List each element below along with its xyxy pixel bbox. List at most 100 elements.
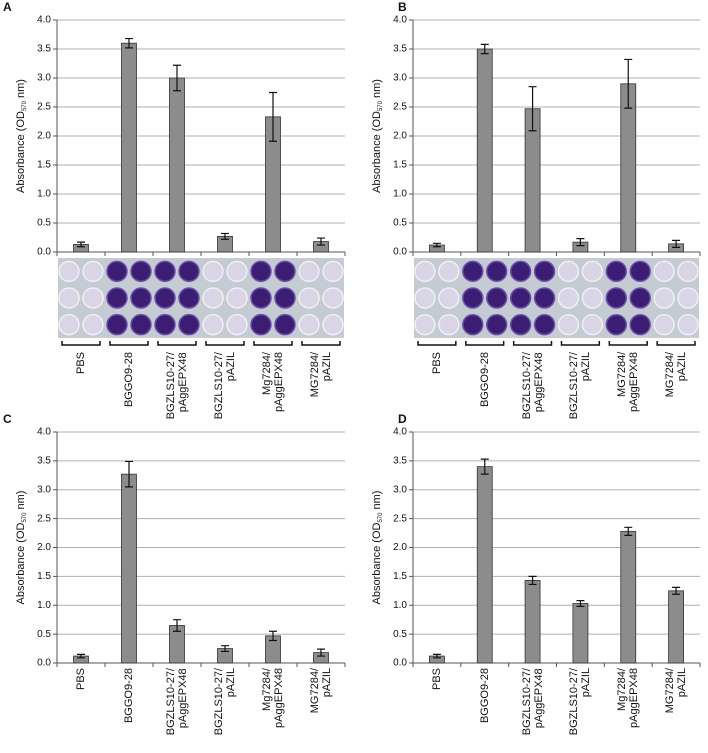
plate-well [274,260,296,283]
y-axis-label-part: Absorbance (OD [15,111,27,193]
x-tick-label: BGZLS10-27/ pAggEPX48 [520,668,545,736]
x-tick-label: Mg7284/ pAggEPX48 [261,668,285,728]
plate-well [438,313,460,336]
error-bar [269,630,277,642]
y-tick-label: 4.0 [393,427,407,438]
bar [476,466,493,664]
y-tick-label: 0.5 [37,629,51,640]
error-bar [221,232,229,240]
y-tick-label: 2.5 [393,102,407,113]
plate-well [581,260,604,283]
plate-well [629,313,651,336]
y-axis-label-part: nm) [371,79,383,101]
y-axis-label-part: 570 [378,512,384,523]
error-bar [125,37,133,49]
plate-well [653,313,675,336]
plate-well [581,313,604,336]
plate-well [154,313,176,336]
plate-well [322,287,344,309]
plate-well [486,313,508,336]
sample-bracket [61,341,101,346]
y-axis-label-part: nm) [371,491,383,513]
plate-well [274,313,296,336]
y-axis-label-part: 570 [22,100,28,111]
y-tick-label: 2.0 [393,131,407,142]
y-tick-label: 4.0 [37,15,51,26]
panel-letter: A [3,0,12,14]
x-tick-label: MG7284/ pAZIL [664,352,689,398]
y-tick-label: 0.0 [37,658,51,669]
y-tick-label: 2.0 [37,542,51,553]
y-axis-label-part: Absorbance (OD [371,111,383,193]
plate-well [462,260,484,283]
error-bar [528,575,537,586]
y-tick-label: 1.5 [393,160,407,171]
y-axis-label-part: 570 [378,100,384,111]
y-axis-label: Absorbance (OD570 nm) [15,491,28,605]
plate-well [629,287,651,309]
error-bar [77,241,85,248]
plate-well [486,260,508,283]
sample-bracket [465,341,505,346]
y-tick-label: 3.0 [393,484,407,495]
plate-well [82,260,104,283]
x-tick-label: BGGO9-28 [478,352,491,408]
y-tick-label: 1.0 [37,189,51,200]
plate-well [202,287,224,309]
y-tick-label: 1.0 [37,600,51,611]
plate-well [677,260,699,283]
y-tick-label: 1.5 [37,571,51,582]
x-tick-label: PBS [75,668,87,691]
error-bar [432,242,441,248]
plate-well [298,313,320,336]
plate-well [653,287,675,309]
y-tick-label: 0.5 [37,218,51,229]
y-axis-label-part: 570 [22,512,28,523]
y-tick-label: 3.5 [393,44,407,55]
sample-bracket [417,341,457,346]
sample-bracket [560,341,601,346]
y-tick-label: 3.5 [37,456,51,467]
error-bar [173,619,181,632]
x-tick-label: BGGO9-28 [123,668,135,724]
bar [620,530,637,664]
plate-well [274,287,296,309]
plate-well [106,260,128,283]
plate-well [557,287,580,309]
error-bar [480,458,489,475]
y-tick-label: 4.0 [393,15,407,26]
y-tick-label: 1.5 [37,160,51,171]
x-tick-label: MG7284/ pAggEPX48 [616,352,641,412]
plate-well [533,260,556,283]
panel-letter: C [3,412,12,426]
error-bar [624,58,633,109]
y-tick-label: 3.0 [37,73,51,84]
y-axis-label-part: nm) [15,79,27,101]
y-tick-label: 1.0 [393,189,407,200]
y-tick-label: 0.0 [37,247,51,258]
x-tick-label: PBS [430,668,443,691]
y-tick-label: 3.5 [393,456,407,467]
plate-well [202,260,224,283]
plate-well [130,287,152,309]
plate-well [462,313,484,336]
plate-well [226,313,248,336]
plate-well [298,287,320,309]
plate-well [414,260,436,283]
y-axis-label-part: Absorbance (OD [371,522,383,604]
error-bar [576,238,585,247]
plate-well [202,313,224,336]
sample-bracket [301,341,341,346]
plate-well [154,287,176,309]
bar [121,473,137,664]
x-tick-label: Mg7284/ pAggEPX48 [261,352,285,412]
plate-well [509,287,532,309]
error-bar [432,653,441,659]
x-tick-label: BGZLS10-27/ pAZIL [568,668,593,736]
plate-well [677,313,699,336]
x-tick-label: MG7284/ pAZIL [309,668,333,714]
y-axis-label: Absorbance (OD570 nm) [15,79,28,193]
bar [620,83,637,253]
y-axis-label: Absorbance (OD570 nm) [371,79,384,193]
y-tick-label: 0.0 [393,658,407,669]
